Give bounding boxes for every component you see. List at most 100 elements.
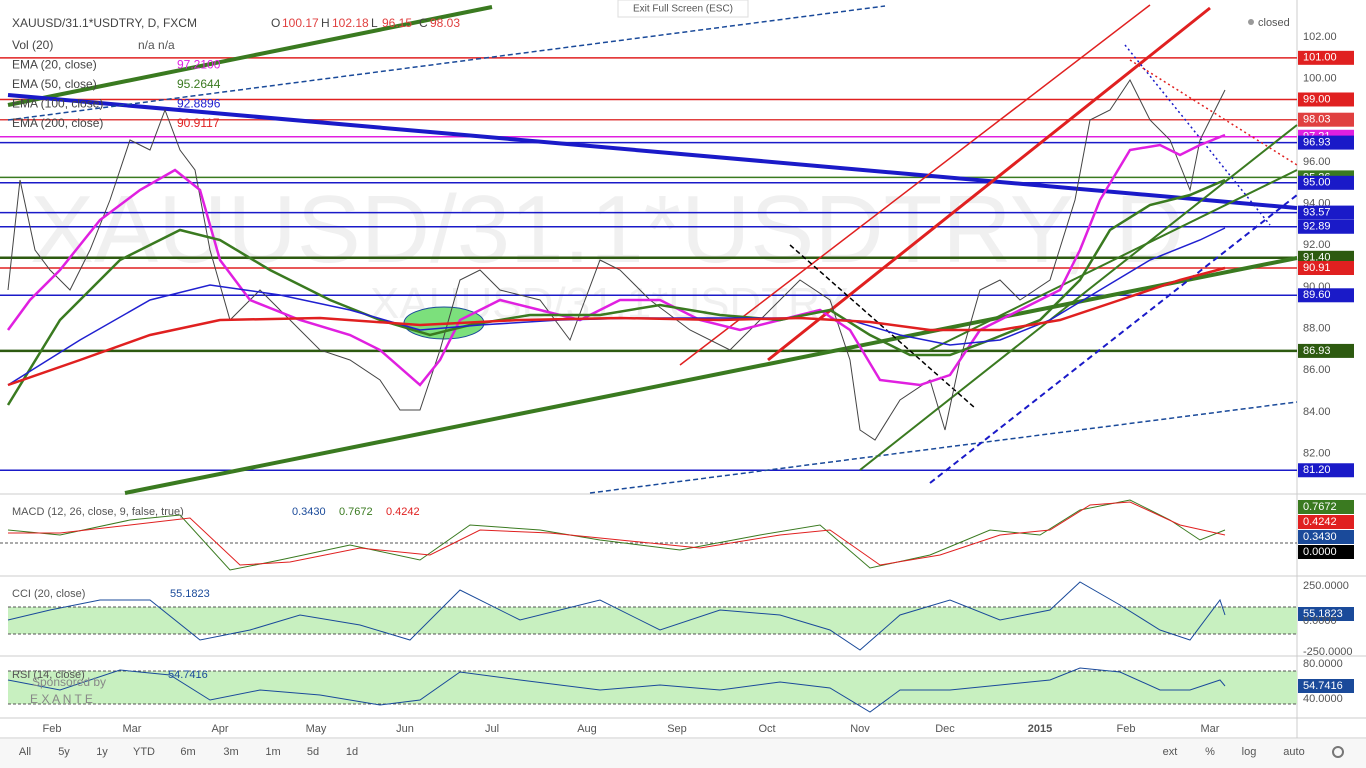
time-label: Mar: [1201, 723, 1220, 735]
time-axis: Feb Mar Apr May Jun Jul Aug Sep Oct Nov Dec 2015 Feb…: [43, 723, 1220, 735]
macd-axis-label: 0.7672: [1303, 501, 1337, 513]
time-label: Dec: [935, 723, 955, 735]
time-label: Feb: [43, 723, 62, 735]
exit-fullscreen[interactable]: [617, 0, 749, 18]
cci-value: 55.1823: [170, 588, 210, 600]
time-label: Aug: [577, 723, 597, 735]
status-dot: [1248, 19, 1254, 25]
range-toolbar: All 5y 1y YTD 6m 3m 1m 5d 1d ext% log auto: [0, 739, 1366, 768]
sponsor-brand: E X A N T E: [30, 692, 93, 706]
cci-tag: [1298, 607, 1354, 621]
time-label: Oct: [758, 723, 775, 735]
time-label: Feb: [1117, 723, 1136, 735]
level-tag: [1298, 92, 1354, 107]
ohlc-key: O: [271, 16, 280, 30]
time-label: Jun: [396, 723, 414, 735]
macd-tag: [1298, 545, 1354, 559]
level-tag: [1298, 50, 1354, 65]
time-label: 2015: [1028, 723, 1052, 735]
indicator-value: 92.8896: [177, 97, 221, 111]
toolbar-toggle[interactable]: log: [1242, 746, 1257, 758]
rsi-tag: [1298, 679, 1354, 693]
level-label: 81.20: [1303, 464, 1331, 476]
price-tick: 84.00: [1303, 406, 1331, 418]
ohlc-key: L: [371, 16, 378, 30]
ohlc-value: 98.03: [430, 16, 460, 30]
toolbar-bg: [0, 739, 1366, 768]
range-button[interactable]: 1d: [346, 746, 358, 758]
macd-axis-label: 0.0000: [1303, 546, 1337, 558]
range-button[interactable]: 6m: [180, 746, 195, 758]
range-button[interactable]: 5y: [58, 746, 70, 758]
indicator-legend: Vol (20) n/a n/a EMA (20, close) 97.2100 EMA…: [12, 38, 221, 130]
indicator-name: Vol (20): [12, 38, 53, 52]
rsi-axis-label: 40.0000: [1303, 693, 1343, 705]
cci-axis-label: 0.0000: [1303, 615, 1337, 627]
toolbar-toggle[interactable]: auto: [1283, 746, 1304, 758]
cci-axis-label: 55.1823: [1303, 608, 1343, 620]
ohlc-key: H: [321, 16, 330, 30]
macd-axis-label: 0.3430: [1303, 531, 1337, 543]
watermark: XAUUSD/31.1*USDTRY, D: [30, 176, 1184, 283]
range-button[interactable]: 3m: [223, 746, 238, 758]
toolbar-toggle[interactable]: %: [1205, 746, 1215, 758]
macd-value: 0.4242: [386, 506, 420, 518]
cci-name: CCI (20, close): [12, 588, 85, 600]
time-label: Jul: [485, 723, 499, 735]
level-label: 86.93: [1303, 345, 1331, 357]
exit-fullscreen-label[interactable]: Exit Full Screen (ESC): [633, 4, 733, 15]
ohlc: O 100.17 H 102.18 L 96.15 C 98.03: [271, 16, 460, 30]
rsi-axis-label: 54.7416: [1303, 680, 1343, 692]
ohlc-value: 100.17: [282, 16, 319, 30]
ohlc-value: 96.15: [382, 16, 412, 30]
indicator-value: 95.2644: [177, 77, 221, 91]
price-trace: [7, 79, 1226, 441]
indicator-name: EMA (20, close): [12, 58, 97, 72]
time-label: Nov: [850, 723, 870, 735]
level-label: 98.03: [1303, 114, 1331, 126]
macd-tag: [1298, 530, 1354, 544]
price-tick: 86.00: [1303, 364, 1331, 376]
level-tag: [1298, 112, 1354, 127]
level-label: 93.57: [1303, 207, 1331, 219]
level-label: 92.89: [1303, 221, 1331, 233]
level-tag: [1298, 205, 1354, 220]
indicator-value: n/a n/a: [138, 38, 175, 52]
cci-axis-label: -250.0000: [1303, 646, 1353, 658]
indicator-value: 97.2100: [177, 58, 221, 72]
level-tag: [1298, 135, 1354, 150]
range-button[interactable]: 1y: [96, 746, 108, 758]
price-tick: 100.00: [1303, 73, 1337, 85]
macd-value: 0.3430: [292, 506, 326, 518]
time-label: Sep: [667, 723, 687, 735]
time-label: Apr: [211, 723, 228, 735]
level-label: 89.60: [1303, 289, 1331, 301]
price-tick: 82.00: [1303, 448, 1331, 460]
range-button[interactable]: YTD: [133, 746, 155, 758]
price-tick: 102.00: [1303, 31, 1337, 43]
level-tag: [1298, 261, 1354, 276]
range-button[interactable]: All: [19, 746, 31, 758]
status: closed: [1258, 17, 1290, 29]
toolbar-toggle[interactable]: ext: [1163, 746, 1178, 758]
ohlc-key: C: [419, 16, 428, 30]
cci-axis-label: 250.0000: [1303, 580, 1349, 592]
sponsor: Sponsored by: [32, 675, 106, 689]
range-button[interactable]: 1m: [265, 746, 280, 758]
macd-tag: [1298, 515, 1354, 529]
indicator-name: EMA (100, close): [12, 97, 103, 111]
level-label: 101.00: [1303, 52, 1337, 64]
settings-icon[interactable]: [1332, 746, 1344, 758]
level-label: 90.91: [1303, 262, 1331, 274]
level-tag: [1298, 288, 1354, 303]
rsi-axis-label: 80.0000: [1303, 658, 1343, 670]
macd-name: MACD (12, 26, close, 9, false, true): [12, 506, 184, 518]
indicator-name: EMA (200, close): [12, 116, 103, 130]
ema-lines: [6, 133, 1226, 406]
level-label: 91.40: [1303, 252, 1331, 264]
cci-pane: [7, 581, 1297, 651]
price-tick: 92.00: [1303, 239, 1331, 251]
range-button[interactable]: 5d: [307, 746, 319, 758]
level-tag: [1298, 219, 1354, 234]
